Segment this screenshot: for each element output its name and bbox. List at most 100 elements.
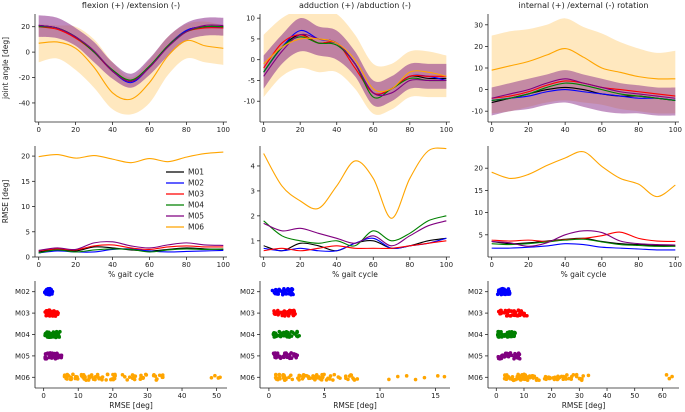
data-point: [45, 351, 50, 356]
data-point: [512, 330, 517, 335]
data-point: [43, 331, 48, 336]
outlier-point: [404, 374, 409, 378]
data-point: [510, 330, 514, 335]
x-tick-label: 80: [634, 261, 643, 269]
data-point: [280, 292, 285, 297]
points-M04: [43, 329, 62, 340]
series-line-M05: [491, 230, 676, 247]
x-tick-label: 80: [405, 126, 414, 134]
data-point: [496, 329, 500, 334]
data-point: [522, 372, 526, 377]
series-line-M06: [491, 48, 676, 80]
data-point: [553, 375, 557, 380]
data-point: [276, 355, 280, 359]
data-point: [47, 334, 52, 339]
data-point: [65, 377, 69, 381]
data-point: [511, 378, 516, 383]
data-point: [581, 374, 586, 378]
x-tick-label: 60: [145, 126, 154, 134]
data-point: [503, 354, 507, 359]
points-M06: [273, 372, 447, 382]
data-point: [505, 335, 510, 339]
y-tick-label: -40: [19, 99, 30, 107]
points-M05: [496, 351, 522, 361]
y-tick-label: -10: [472, 108, 483, 116]
data-point: [58, 353, 63, 358]
y-tick-label: 20: [21, 153, 30, 161]
x-tick-label: 50: [630, 392, 639, 400]
series-line-M05: [38, 241, 224, 251]
data-point: [579, 377, 583, 381]
data-point: [516, 351, 521, 356]
data-point: [502, 334, 507, 338]
data-point: [143, 372, 148, 377]
data-point: [48, 289, 52, 293]
data-point: [498, 355, 503, 359]
data-point: [332, 372, 337, 377]
data-point: [525, 313, 529, 318]
y-tick-label: M05: [15, 352, 30, 360]
outlier-point: [422, 375, 427, 380]
data-point: [503, 373, 507, 378]
x-tick-label: 20: [524, 126, 533, 134]
y-tick-label: M06: [15, 374, 30, 382]
data-point: [517, 312, 521, 317]
series-line-M06: [38, 151, 224, 164]
y-tick-label: 10: [474, 209, 483, 217]
panel-title: internal (+) /external (-) rotation: [519, 1, 649, 10]
data-point: [500, 310, 504, 315]
y-tick-label: M04: [468, 331, 483, 339]
plot-area: [38, 15, 224, 115]
series-line-M02: [491, 243, 676, 251]
legend-label-M01: M01: [188, 168, 204, 177]
data-point: [285, 334, 289, 339]
series-line-M04: [263, 215, 447, 247]
plot-area: [491, 18, 676, 116]
points-M02: [270, 286, 295, 297]
x-axis-label: % gait cycle: [108, 270, 154, 279]
data-point: [537, 378, 541, 383]
data-point: [49, 356, 54, 360]
x-tick-label: 100: [440, 261, 453, 269]
data-point: [285, 311, 289, 315]
points-M03: [43, 308, 60, 318]
data-point: [297, 373, 301, 378]
outlier-point: [667, 376, 672, 381]
data-point: [276, 333, 280, 338]
x-tick-label: 10: [520, 392, 529, 400]
data-point: [297, 377, 301, 382]
series-line-M06: [263, 147, 447, 219]
data-point: [290, 377, 295, 382]
y-tick-label: 10: [21, 203, 30, 211]
legend-label-M06: M06: [188, 223, 204, 232]
x-tick-label: 20: [547, 392, 556, 400]
x-tick-label: 20: [71, 126, 80, 134]
outlier-point: [442, 374, 447, 379]
data-point: [343, 374, 348, 379]
data-point: [53, 352, 58, 357]
y-tick-label: 0: [26, 49, 30, 57]
data-point: [58, 329, 62, 334]
data-point: [525, 378, 530, 383]
data-point: [508, 376, 512, 381]
outlier-point: [435, 374, 440, 378]
y-axis-label: RMSE [deg]: [1, 180, 10, 224]
data-point: [292, 309, 297, 314]
spread-band-1: [491, 70, 676, 116]
data-point: [279, 333, 284, 337]
outlier-point: [209, 376, 214, 380]
data-point: [138, 377, 143, 382]
data-point: [127, 375, 132, 379]
data-point: [282, 352, 287, 357]
outlier-point: [218, 375, 222, 380]
data-point: [42, 290, 47, 295]
data-point: [69, 377, 74, 382]
data-point: [278, 310, 283, 315]
x-tick-label: 80: [405, 261, 414, 269]
x-tick-label: 40: [108, 126, 117, 134]
y-tick-label: 15: [21, 178, 30, 186]
data-point: [331, 378, 335, 382]
y-tick-label: 0: [251, 56, 255, 64]
data-point: [510, 353, 514, 358]
x-tick-label: 80: [182, 261, 191, 269]
